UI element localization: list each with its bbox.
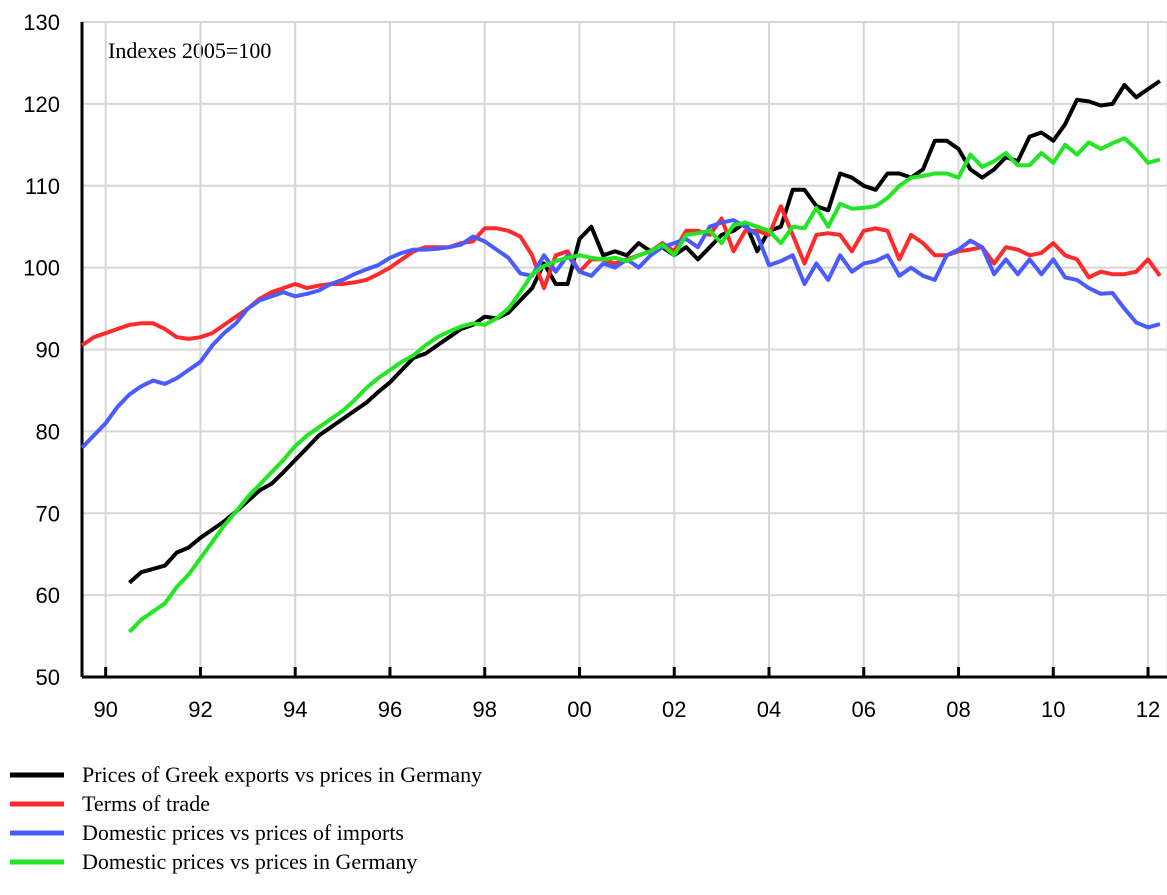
annotation: Indexes 2005=100: [108, 38, 271, 63]
y-tick-label: 70: [36, 501, 60, 526]
legend-label: Terms of trade: [82, 791, 210, 816]
x-tick-label: 96: [378, 697, 402, 722]
y-tick-label: 100: [23, 256, 60, 281]
series-line: [80, 218, 1161, 450]
legend-label: Domestic prices vs prices in Germany: [82, 849, 417, 874]
x-tick-label: 94: [283, 697, 307, 722]
y-tick-label: 50: [36, 665, 60, 690]
x-tick-label: 92: [188, 697, 212, 722]
x-tick-label: 04: [757, 697, 781, 722]
x-tick-label: 02: [662, 697, 686, 722]
y-tick-label: 90: [36, 338, 60, 363]
y-tick-label: 130: [23, 10, 60, 35]
legend-label: Domestic prices vs prices of imports: [82, 820, 404, 845]
x-tick-label: 98: [472, 697, 496, 722]
y-tick-label: 80: [36, 419, 60, 444]
x-tick-label: 00: [567, 697, 591, 722]
series-line: [128, 79, 1162, 585]
x-tick-label: 90: [93, 697, 117, 722]
y-tick-label: 120: [23, 92, 60, 117]
x-tick-label: 08: [946, 697, 970, 722]
legend-label: Prices of Greek exports vs prices in Ger…: [82, 762, 482, 787]
y-tick-label: 110: [25, 174, 60, 199]
x-tick-label: 12: [1136, 697, 1160, 722]
y-tick-label: 60: [36, 583, 60, 608]
x-tick-label: 06: [852, 697, 876, 722]
x-tick-label: 10: [1041, 697, 1065, 722]
series-line: [127, 136, 1161, 634]
